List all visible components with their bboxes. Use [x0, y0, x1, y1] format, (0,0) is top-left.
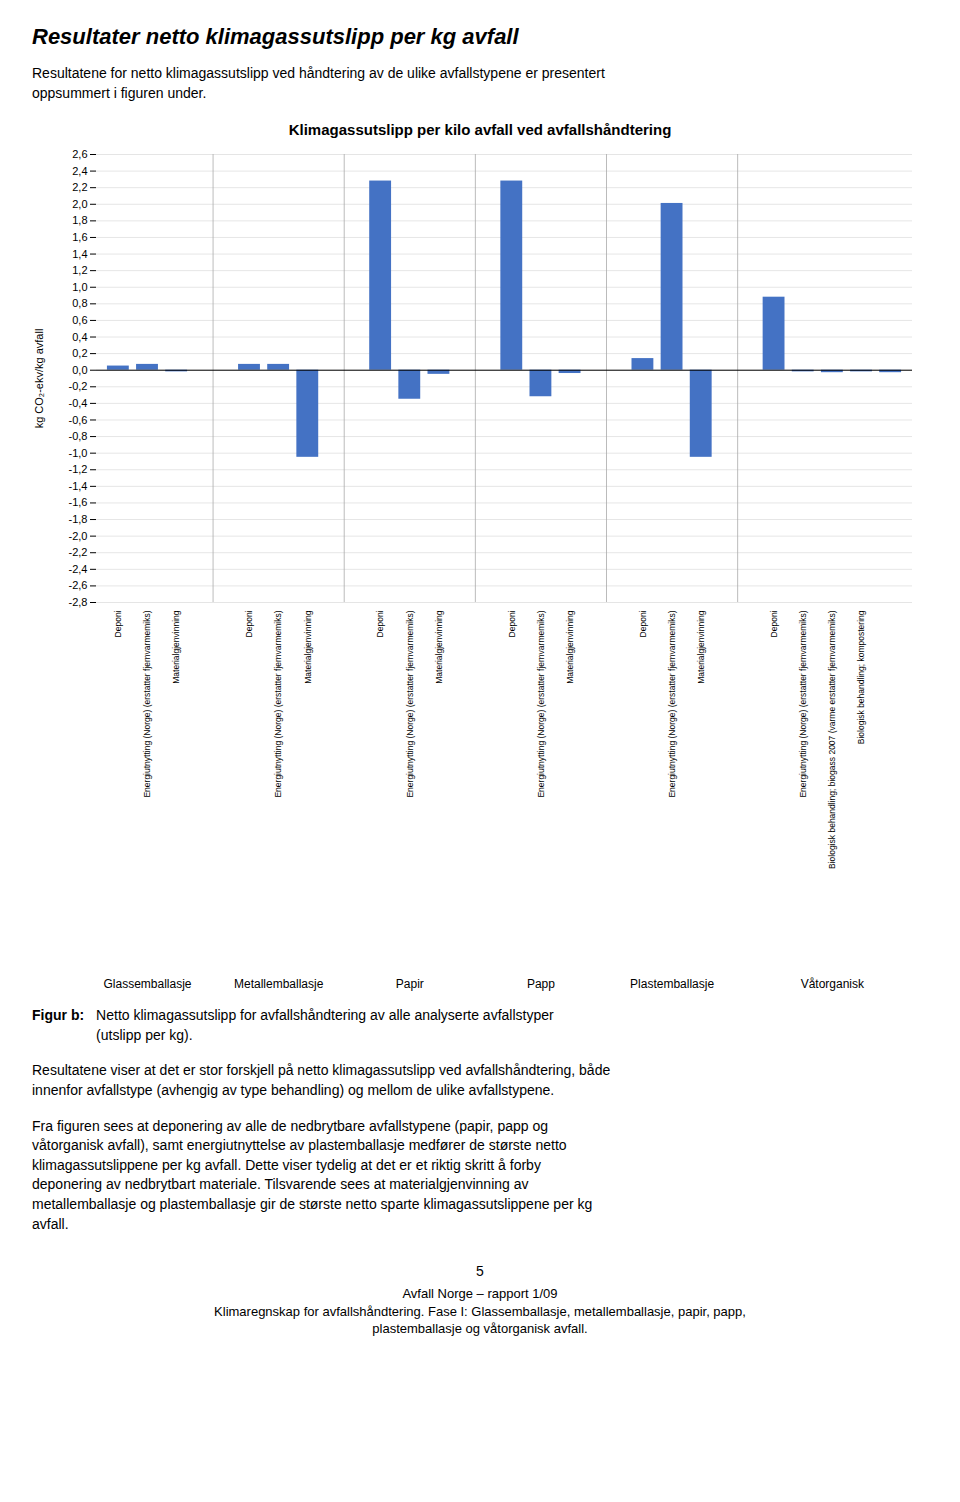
svg-text:Metallemballasje: Metallemballasje	[234, 978, 324, 992]
svg-text:Plastemballasje: Plastemballasje	[630, 978, 714, 992]
svg-text:0,8: 0,8	[72, 298, 87, 310]
svg-text:Materialgjenvinning: Materialgjenvinning	[696, 610, 706, 684]
svg-text:0,2: 0,2	[72, 347, 87, 359]
svg-text:-0,4: -0,4	[69, 397, 88, 409]
html-text:Resultatene for netto klimagas: Resultatene for netto klimagassutslipp v…	[32, 65, 605, 101]
svg-text:Biologisk behandling; biogass: Biologisk behandling; biogass 2007 (varm…	[827, 611, 837, 870]
html-text:Avfall Norge – rapport 1/09: Avfall Norge – rapport 1/09	[402, 1286, 558, 1301]
svg-text:Energiutnytting (Norge) (ersta: Energiutnytting (Norge) (erstatter fjern…	[142, 611, 152, 798]
svg-text:Deponi: Deponi	[507, 611, 517, 638]
svg-text:0,6: 0,6	[72, 314, 87, 326]
svg-text:1,2: 1,2	[72, 264, 87, 276]
svg-text:2,4: 2,4	[72, 165, 87, 177]
svg-text:kg CO₂-ekv/kg avfall: kg CO₂-ekv/kg avfall	[33, 329, 45, 429]
svg-text:Biologisk behandling; komposte: Biologisk behandling; kompostering	[856, 610, 866, 744]
svg-text:Energiutnytting (Norge) (ersta: Energiutnytting (Norge) (erstatter fjern…	[405, 611, 415, 798]
html-text:5: 5	[476, 1263, 484, 1280]
svg-text:-2,6: -2,6	[69, 580, 88, 592]
html-text:Resultatene viser at det er st: Resultatene viser at det er stor forskje…	[32, 1062, 611, 1098]
html-text:Netto klimagassutslipp for avf: Netto klimagassutslipp for avfallshåndte…	[96, 1007, 554, 1043]
html-text:Klimagassutslipp per kilo avfa: Klimagassutslipp per kilo avfall ved avf…	[288, 121, 672, 139]
html-text:Figur b:: Figur b:	[32, 1007, 85, 1024]
svg-text:-2,8: -2,8	[69, 596, 88, 608]
svg-text:Energiutnytting (Norge) (ersta: Energiutnytting (Norge) (erstatter fjern…	[798, 611, 808, 798]
svg-text:Deponi: Deponi	[769, 611, 779, 638]
svg-text:Våtorganisk: Våtorganisk	[801, 978, 865, 992]
svg-text:Energiutnytting (Norge) (ersta: Energiutnytting (Norge) (erstatter fjern…	[536, 611, 546, 798]
html-text:Resultater netto klimagassutsl: Resultater netto klimagassutslipp per kg…	[32, 24, 519, 49]
svg-text:1,4: 1,4	[72, 248, 87, 260]
html-text:Fra figuren sees at deponering: Fra figuren sees at deponering av alle d…	[32, 1117, 593, 1232]
svg-text:-0,2: -0,2	[69, 381, 88, 393]
svg-text:Deponi: Deponi	[113, 611, 123, 638]
svg-text:2,0: 2,0	[72, 198, 87, 210]
svg-text:-2,4: -2,4	[69, 563, 88, 575]
svg-text:Glassemballasje: Glassemballasje	[103, 978, 191, 992]
svg-text:1,0: 1,0	[72, 281, 87, 293]
svg-text:Energiutnytting (Norge) (ersta: Energiutnytting (Norge) (erstatter fjern…	[667, 611, 677, 798]
svg-text:-2,2: -2,2	[69, 546, 88, 558]
svg-text:-0,6: -0,6	[69, 414, 88, 426]
svg-text:1,6: 1,6	[72, 231, 87, 243]
svg-text:Deponi: Deponi	[375, 611, 385, 638]
svg-text:Deponi: Deponi	[638, 611, 648, 638]
svg-text:Materialgjenvinning: Materialgjenvinning	[434, 610, 444, 684]
html-text:Klimaregnskap for avfallshåndt: Klimaregnskap for avfallshåndtering. Fas…	[214, 1303, 746, 1319]
svg-text:-0,8: -0,8	[69, 430, 88, 442]
svg-text:-1,8: -1,8	[69, 513, 88, 525]
svg-text:-1,6: -1,6	[69, 497, 88, 509]
svg-text:Materialgjenvinning: Materialgjenvinning	[171, 610, 181, 684]
svg-text:Materialgjenvinning: Materialgjenvinning	[565, 610, 575, 684]
svg-text:0,4: 0,4	[72, 331, 87, 343]
svg-text:-1,4: -1,4	[69, 480, 88, 492]
svg-text:Deponi: Deponi	[244, 611, 254, 638]
svg-text:1,8: 1,8	[72, 215, 87, 227]
svg-text:-1,0: -1,0	[69, 447, 88, 459]
svg-text:-2,0: -2,0	[69, 530, 88, 542]
svg-text:Papp: Papp	[527, 978, 555, 992]
svg-text:Papir: Papir	[396, 978, 424, 992]
svg-text:Materialgjenvinning: Materialgjenvinning	[303, 610, 313, 684]
svg-text:-1,2: -1,2	[69, 463, 88, 475]
svg-text:Energiutnytting (Norge) (ersta: Energiutnytting (Norge) (erstatter fjern…	[273, 611, 283, 798]
html-text:plastemballasje og våtorganisk: plastemballasje og våtorganisk avfall.	[372, 1321, 588, 1337]
svg-text:0,0: 0,0	[72, 364, 87, 376]
svg-text:2,6: 2,6	[72, 148, 87, 160]
svg-text:2,2: 2,2	[72, 181, 87, 193]
